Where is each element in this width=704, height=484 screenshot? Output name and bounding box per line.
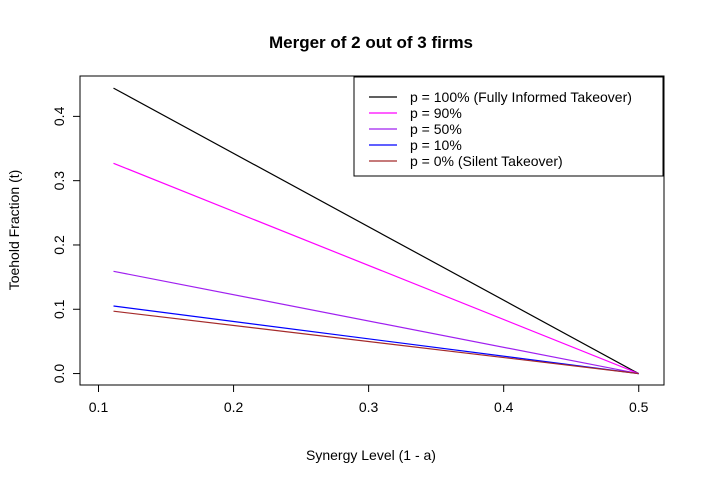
series-line-4 [113,305,639,375]
legend-label: p = 100% (Fully Informed Takeover) [410,89,632,105]
series-line-3 [113,270,639,375]
series-line-5 [113,310,639,375]
y-tick-label: 0.3 [51,171,67,191]
x-axis-label: Synergy Level (1 - a) [306,447,436,463]
legend-label: p = 50% [410,121,462,137]
legend-label: p = 0% (Silent Takeover) [410,153,563,169]
y-tick-label: 0.2 [51,235,67,255]
y-tick-label: 0.4 [51,106,67,126]
x-tick-label: 0.5 [629,399,649,415]
x-tick-label: 0.1 [89,399,109,415]
x-tick-label: 0.4 [494,399,514,415]
legend-label: p = 10% [410,137,462,153]
series-lines [113,87,639,375]
y-axis: 0.0 0.1 0.2 0.3 0.4 [51,106,81,384]
x-axis: 0.1 0.2 0.3 0.4 0.5 [89,384,649,415]
legend: p = 100% (Fully Informed Takeover)p = 90… [353,76,664,177]
chart-title: Merger of 2 out of 3 firms [269,33,473,52]
x-tick-label: 0.3 [359,399,379,415]
legend-label: p = 90% [410,105,462,121]
y-tick-label: 0.1 [51,299,67,319]
series-line-2 [113,162,639,375]
y-tick-label: 0.0 [51,364,67,384]
series-line-1 [113,87,639,375]
x-tick-label: 0.2 [224,399,244,415]
legend-box [353,76,664,177]
y-axis-label: Toehold Fraction (t) [6,170,22,291]
